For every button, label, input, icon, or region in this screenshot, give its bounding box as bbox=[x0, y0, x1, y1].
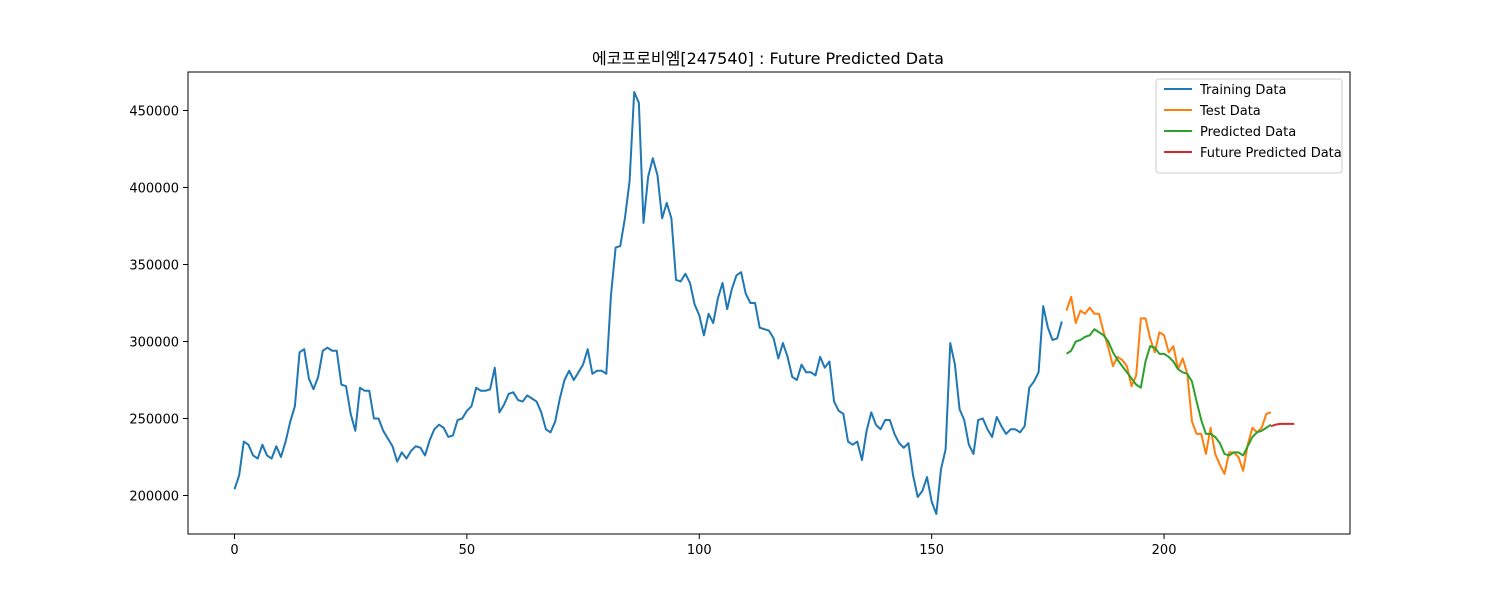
series-line-training-data bbox=[233, 91, 1063, 515]
y-tick-label: 350000 bbox=[129, 259, 179, 274]
legend-box bbox=[1155, 78, 1343, 174]
x-tick-label: 0 bbox=[230, 543, 238, 558]
x-tick-label: 150 bbox=[919, 543, 944, 558]
x-tick-label: 200 bbox=[1152, 543, 1177, 558]
y-axis: 200000 250000 300000 350000 400000 450000 bbox=[129, 105, 188, 505]
x-axis: 0 50 100 150 200 bbox=[230, 534, 1176, 558]
y-tick-label: 250000 bbox=[129, 413, 179, 428]
plot-area-frame bbox=[187, 71, 1351, 535]
y-tick-label: 200000 bbox=[129, 490, 179, 505]
x-tick-label: 50 bbox=[459, 543, 476, 558]
series-layer bbox=[233, 91, 1295, 515]
x-tick-label: 100 bbox=[687, 543, 712, 558]
legend-label: Test Data bbox=[1199, 104, 1261, 119]
series-line-future-predicted-data bbox=[1270, 422, 1295, 428]
legend-label: Predicted Data bbox=[1200, 125, 1296, 140]
legend-label: Training Data bbox=[1199, 83, 1286, 98]
legend: Training Data Test Data Predicted Data Futu… bbox=[1155, 78, 1343, 174]
series-line-test-data bbox=[1065, 295, 1272, 475]
y-tick-label: 450000 bbox=[129, 105, 179, 120]
legend-label: Future Predicted Data bbox=[1200, 146, 1342, 161]
chart-title: 에코프로비엠[247540] : Future Predicted Data bbox=[592, 49, 944, 68]
y-tick-label: 300000 bbox=[129, 336, 179, 351]
y-tick-label: 400000 bbox=[129, 182, 179, 197]
series-line-predicted-data bbox=[1065, 328, 1272, 457]
